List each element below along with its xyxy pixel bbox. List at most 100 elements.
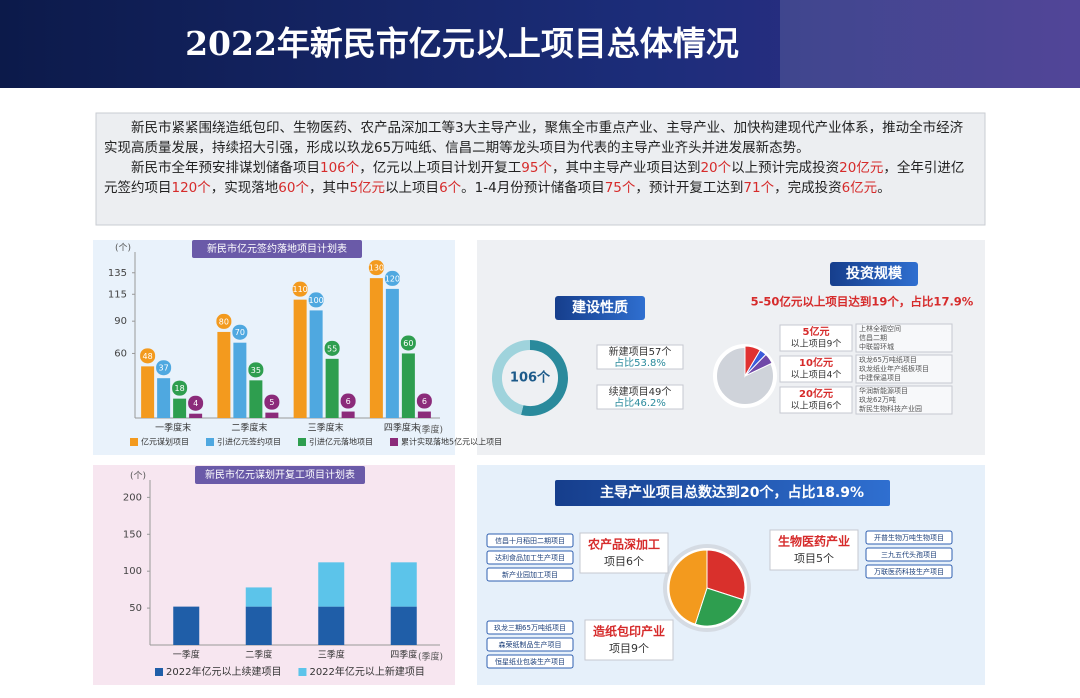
x-tick-label: 一季度 <box>173 649 200 661</box>
value-badge <box>216 313 232 329</box>
y-tick-label: 135 <box>108 268 127 279</box>
value-badge <box>232 324 248 340</box>
industry-header <box>555 480 890 506</box>
page-title: 2022年新民市亿元以上项目总体情况 <box>185 24 739 63</box>
bar <box>385 288 399 418</box>
value-label: 5 <box>269 398 274 407</box>
project-box <box>855 323 953 353</box>
donut-center: 106个 <box>510 370 551 386</box>
x-tick-label: 三季度末 <box>308 422 344 434</box>
bar <box>249 380 263 418</box>
y-tick-label: 60 <box>114 348 127 359</box>
text-segment: 新民市全年预安排谋划储备项目 <box>131 160 320 176</box>
bar <box>293 299 307 418</box>
bar <box>369 278 383 418</box>
text-segment: 20个 <box>700 160 732 176</box>
bar-segment <box>318 606 345 645</box>
x-axis-label: (季度) <box>418 424 443 436</box>
legend-label: 累计实现落地5亿元以上项目 <box>401 437 502 447</box>
text-segment: 120个 <box>171 180 211 196</box>
legend-swatch <box>206 438 214 446</box>
legend-swatch <box>298 668 307 676</box>
project-tag <box>865 547 953 562</box>
project-name: 新民生物科技产业园 <box>859 404 922 413</box>
text-segment: ，全年引进亿元签约项目 <box>104 160 965 196</box>
sector-card <box>579 532 669 574</box>
sector-name: 造纸包印产业 <box>593 624 665 639</box>
text-segment: 6个 <box>439 180 462 196</box>
donut-segment <box>492 340 531 415</box>
info-box <box>779 355 853 383</box>
bar <box>309 310 323 418</box>
bar <box>265 412 279 418</box>
value-label: 110 <box>292 285 307 294</box>
project-name: 玖龙三期65万吨纸项目 <box>494 623 566 632</box>
text-segment: ，完成投资 <box>774 180 842 196</box>
badge-label: 投资规模 <box>846 265 903 282</box>
project-tag <box>486 550 574 565</box>
x-axis-label: (季度) <box>418 651 443 663</box>
project-name: 信昌二期 <box>859 333 887 342</box>
sector-count: 项目9个 <box>609 642 649 655</box>
info-count: 以上项目9个 <box>791 339 842 350</box>
project-name: 中建保温项目 <box>859 373 901 382</box>
value-badge <box>384 270 400 286</box>
project-name: 信昌十月稻田二期项目 <box>495 536 565 545</box>
value-badge <box>248 362 264 378</box>
x-tick-label: 一季度末 <box>155 422 191 434</box>
investment-summary: 5-50亿元以上项目达到19个，占比17.9% <box>751 295 974 309</box>
y-tick-label: 90 <box>114 316 127 327</box>
y-tick-label: 150 <box>123 529 142 540</box>
value-label: 6 <box>346 397 351 406</box>
y-tick-label: 200 <box>123 492 142 503</box>
legend-swatch <box>298 438 306 446</box>
project-name: 森荣纸制品生产项目 <box>499 640 562 649</box>
project-name: 玖龙62万吨 <box>859 395 896 404</box>
text-segment: 60个 <box>278 180 309 196</box>
project-name: 华润新能源项目 <box>859 386 908 395</box>
info-share: 占比46.2% <box>614 396 666 409</box>
text-segment: ，亿元以上项目计划开复工 <box>359 160 522 176</box>
value-label: 35 <box>251 366 261 375</box>
sector-name: 生物医药产业 <box>778 534 850 549</box>
bar <box>157 378 171 418</box>
bar <box>173 398 187 418</box>
legend-label: 亿元谋划项目 <box>141 437 189 447</box>
value-badge <box>400 335 416 351</box>
value-label: 4 <box>193 399 198 408</box>
x-tick-label: 四季度末 <box>384 422 420 434</box>
info-amount: 10亿元 <box>799 356 833 369</box>
header-deco <box>780 0 1080 88</box>
value-badge <box>416 393 432 409</box>
bar <box>233 342 247 418</box>
sector-count: 项目5个 <box>794 552 834 565</box>
text-segment: 71个 <box>743 180 775 196</box>
donut-segment <box>521 340 568 416</box>
value-label: 60 <box>403 339 413 348</box>
info-box <box>779 324 853 352</box>
bar <box>141 366 155 418</box>
legend-label: 2022年亿元以上新建项目 <box>309 665 424 678</box>
chart-title: 新民市亿元签约落地项目计划表 <box>207 242 347 255</box>
pie-slice <box>744 353 773 377</box>
paragraph: 新民市全年预安排谋划储备项目106个，亿元以上项目计划开复工95个，其中主导产业… <box>104 158 972 198</box>
project-tag <box>486 567 574 582</box>
value-badge <box>308 292 324 308</box>
text-segment: 新民市紧紧围绕造纸包印、生物医药、农产品深加工等3大主导产业，聚焦全市重点产业、… <box>104 120 964 156</box>
sector-card <box>769 529 859 571</box>
y-tick-label: 100 <box>123 566 142 577</box>
y-axis-label: (个) <box>130 471 146 482</box>
badge <box>555 296 645 320</box>
industry-title: 主导产业项目总数达到20个，占比18.9% <box>600 484 864 501</box>
chart-title-box <box>195 466 365 484</box>
legend-label: 引进亿元签约项目 <box>217 437 281 447</box>
value-badge <box>140 348 156 364</box>
text-segment: 。 <box>877 180 891 196</box>
info-share: 占比53.8% <box>614 356 666 369</box>
value-badge <box>156 360 172 376</box>
x-tick-label: 三季度 <box>318 649 345 661</box>
value-label: 70 <box>235 328 245 337</box>
text-segment: 106个 <box>320 160 360 176</box>
legend-label: 引进亿元落地项目 <box>309 437 373 447</box>
